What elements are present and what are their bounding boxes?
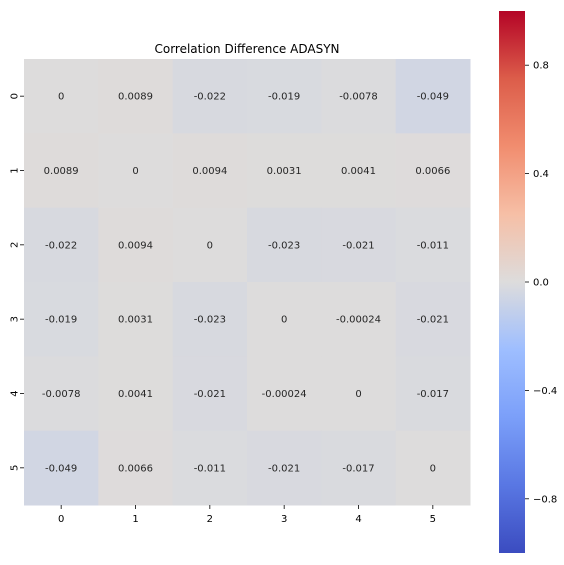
cell-value-label: -0.00024 — [336, 315, 381, 326]
heatmap-cell — [24, 207, 99, 283]
cell-value-label: 0 — [207, 240, 213, 251]
cell-value-label: 0.0089 — [118, 92, 153, 103]
heatmap-cell — [321, 207, 397, 283]
heatmap-cell — [98, 282, 174, 357]
cell-value-label: -0.011 — [417, 240, 449, 251]
cell-value-label: -0.021 — [268, 463, 300, 474]
heatmap-cell — [321, 430, 397, 506]
cell-value-label: 0.0041 — [118, 389, 153, 400]
x-tick-label: 3 — [281, 514, 287, 525]
heatmap-cell — [321, 282, 397, 357]
heatmap-cell — [172, 59, 248, 134]
heatmap-cell — [395, 282, 471, 357]
cell-value-label: 0.0031 — [267, 166, 302, 177]
cell-value-label: -0.017 — [417, 389, 449, 400]
y-tick-label: 3 — [10, 316, 21, 322]
cell-value-label: 0.0041 — [341, 166, 376, 177]
heatmap-cell — [98, 356, 174, 432]
heatmap-cell — [247, 430, 322, 506]
cell-value-label: -0.021 — [194, 389, 226, 400]
x-tick-label: 1 — [132, 514, 138, 525]
heatmap-cell — [247, 59, 322, 134]
colorbar-gradient — [499, 11, 525, 553]
heatmap-cell — [172, 207, 248, 283]
colorbar-tick-label: 0.4 — [533, 169, 549, 180]
heatmap-cell — [247, 133, 322, 209]
heatmap-cell — [247, 207, 322, 283]
cell-value-label: -0.021 — [342, 240, 374, 251]
heatmap-cell — [321, 356, 397, 432]
cell-value-label: -0.011 — [194, 463, 226, 474]
heatmap-cell — [172, 356, 248, 432]
heatmap-cell — [98, 133, 174, 209]
cell-value-label: -0.0078 — [339, 92, 378, 103]
x-tick-label: 4 — [355, 514, 361, 525]
cell-value-label: 0.0031 — [118, 315, 153, 326]
cell-value-label: -0.0078 — [42, 389, 81, 400]
cell-value-label: 0 — [430, 463, 436, 474]
cell-value-label: -0.021 — [417, 315, 449, 326]
cell-value-label: -0.049 — [45, 463, 77, 474]
cell-value-label: -0.019 — [268, 92, 300, 103]
cell-value-label: 0.0094 — [118, 240, 153, 251]
heatmap-cell — [321, 133, 397, 209]
cell-value-label: 0.0066 — [118, 463, 153, 474]
heatmap-cell — [98, 207, 174, 283]
chart-title: Correlation Difference ADASYN — [154, 42, 339, 56]
cell-value-label: -0.023 — [268, 240, 300, 251]
cell-value-label: -0.00024 — [262, 389, 307, 400]
heatmap-cell — [395, 207, 471, 283]
y-axis: 0 1 2 3 4 5 — [10, 93, 24, 471]
heatmap-cell — [321, 59, 397, 134]
heatmap-cell — [172, 133, 248, 209]
cell-value-label: -0.049 — [417, 92, 449, 103]
cell-value-label: 0 — [132, 166, 138, 177]
y-tick-label: 0 — [10, 93, 21, 99]
cell-value-label: 0.0089 — [44, 166, 79, 177]
cell-value-label: -0.017 — [342, 463, 374, 474]
colorbar-tick-label: 0.8 — [533, 61, 549, 72]
cell-value-label: -0.022 — [45, 240, 77, 251]
colorbar: 0.8 0.4 0.0 −0.4 −0.8 — [499, 11, 557, 553]
heatmap-cells: 0 0.0089 -0.022 -0.019 -0.0078 -0.049 0.0089 0 0… — [24, 59, 471, 506]
cell-value-label: 0 — [355, 389, 361, 400]
heatmap-cell — [247, 356, 322, 432]
heatmap-cell — [395, 59, 471, 134]
y-tick-label: 2 — [10, 242, 21, 248]
heatmap-cell — [24, 430, 99, 506]
heatmap-cell — [24, 59, 99, 134]
heatmap-cell — [24, 282, 99, 357]
heatmap-cell — [395, 356, 471, 432]
heatmap-cell — [395, 430, 471, 506]
heatmap-cell — [98, 430, 174, 506]
cell-value-label: 0 — [58, 92, 64, 103]
y-tick-label: 5 — [10, 465, 21, 471]
cell-value-label: 0.0094 — [192, 166, 227, 177]
colorbar-tick-label: −0.4 — [533, 386, 557, 397]
cell-value-label: 0.0066 — [415, 166, 450, 177]
heatmap-cell — [172, 430, 248, 506]
y-tick-label: 4 — [10, 390, 21, 396]
cell-value-label: -0.022 — [194, 92, 226, 103]
heatmap-cell — [172, 282, 248, 357]
heatmap-cell — [395, 133, 471, 209]
cell-value-label: -0.023 — [194, 315, 226, 326]
heatmap-cell — [24, 356, 99, 432]
x-tick-label: 0 — [58, 514, 64, 525]
cell-value-label: 0 — [281, 315, 287, 326]
colorbar-tick-label: −0.8 — [533, 494, 557, 505]
cell-value-label: -0.019 — [45, 315, 77, 326]
heatmap-cell — [24, 133, 99, 209]
heatmap-cell — [98, 59, 174, 134]
colorbar-tick-label: 0.0 — [533, 278, 549, 289]
heatmap-cell — [247, 282, 322, 357]
x-axis: 0 1 2 3 4 5 — [58, 505, 436, 525]
x-tick-label: 2 — [207, 514, 213, 525]
x-tick-label: 5 — [430, 514, 436, 525]
y-tick-label: 1 — [10, 167, 21, 173]
